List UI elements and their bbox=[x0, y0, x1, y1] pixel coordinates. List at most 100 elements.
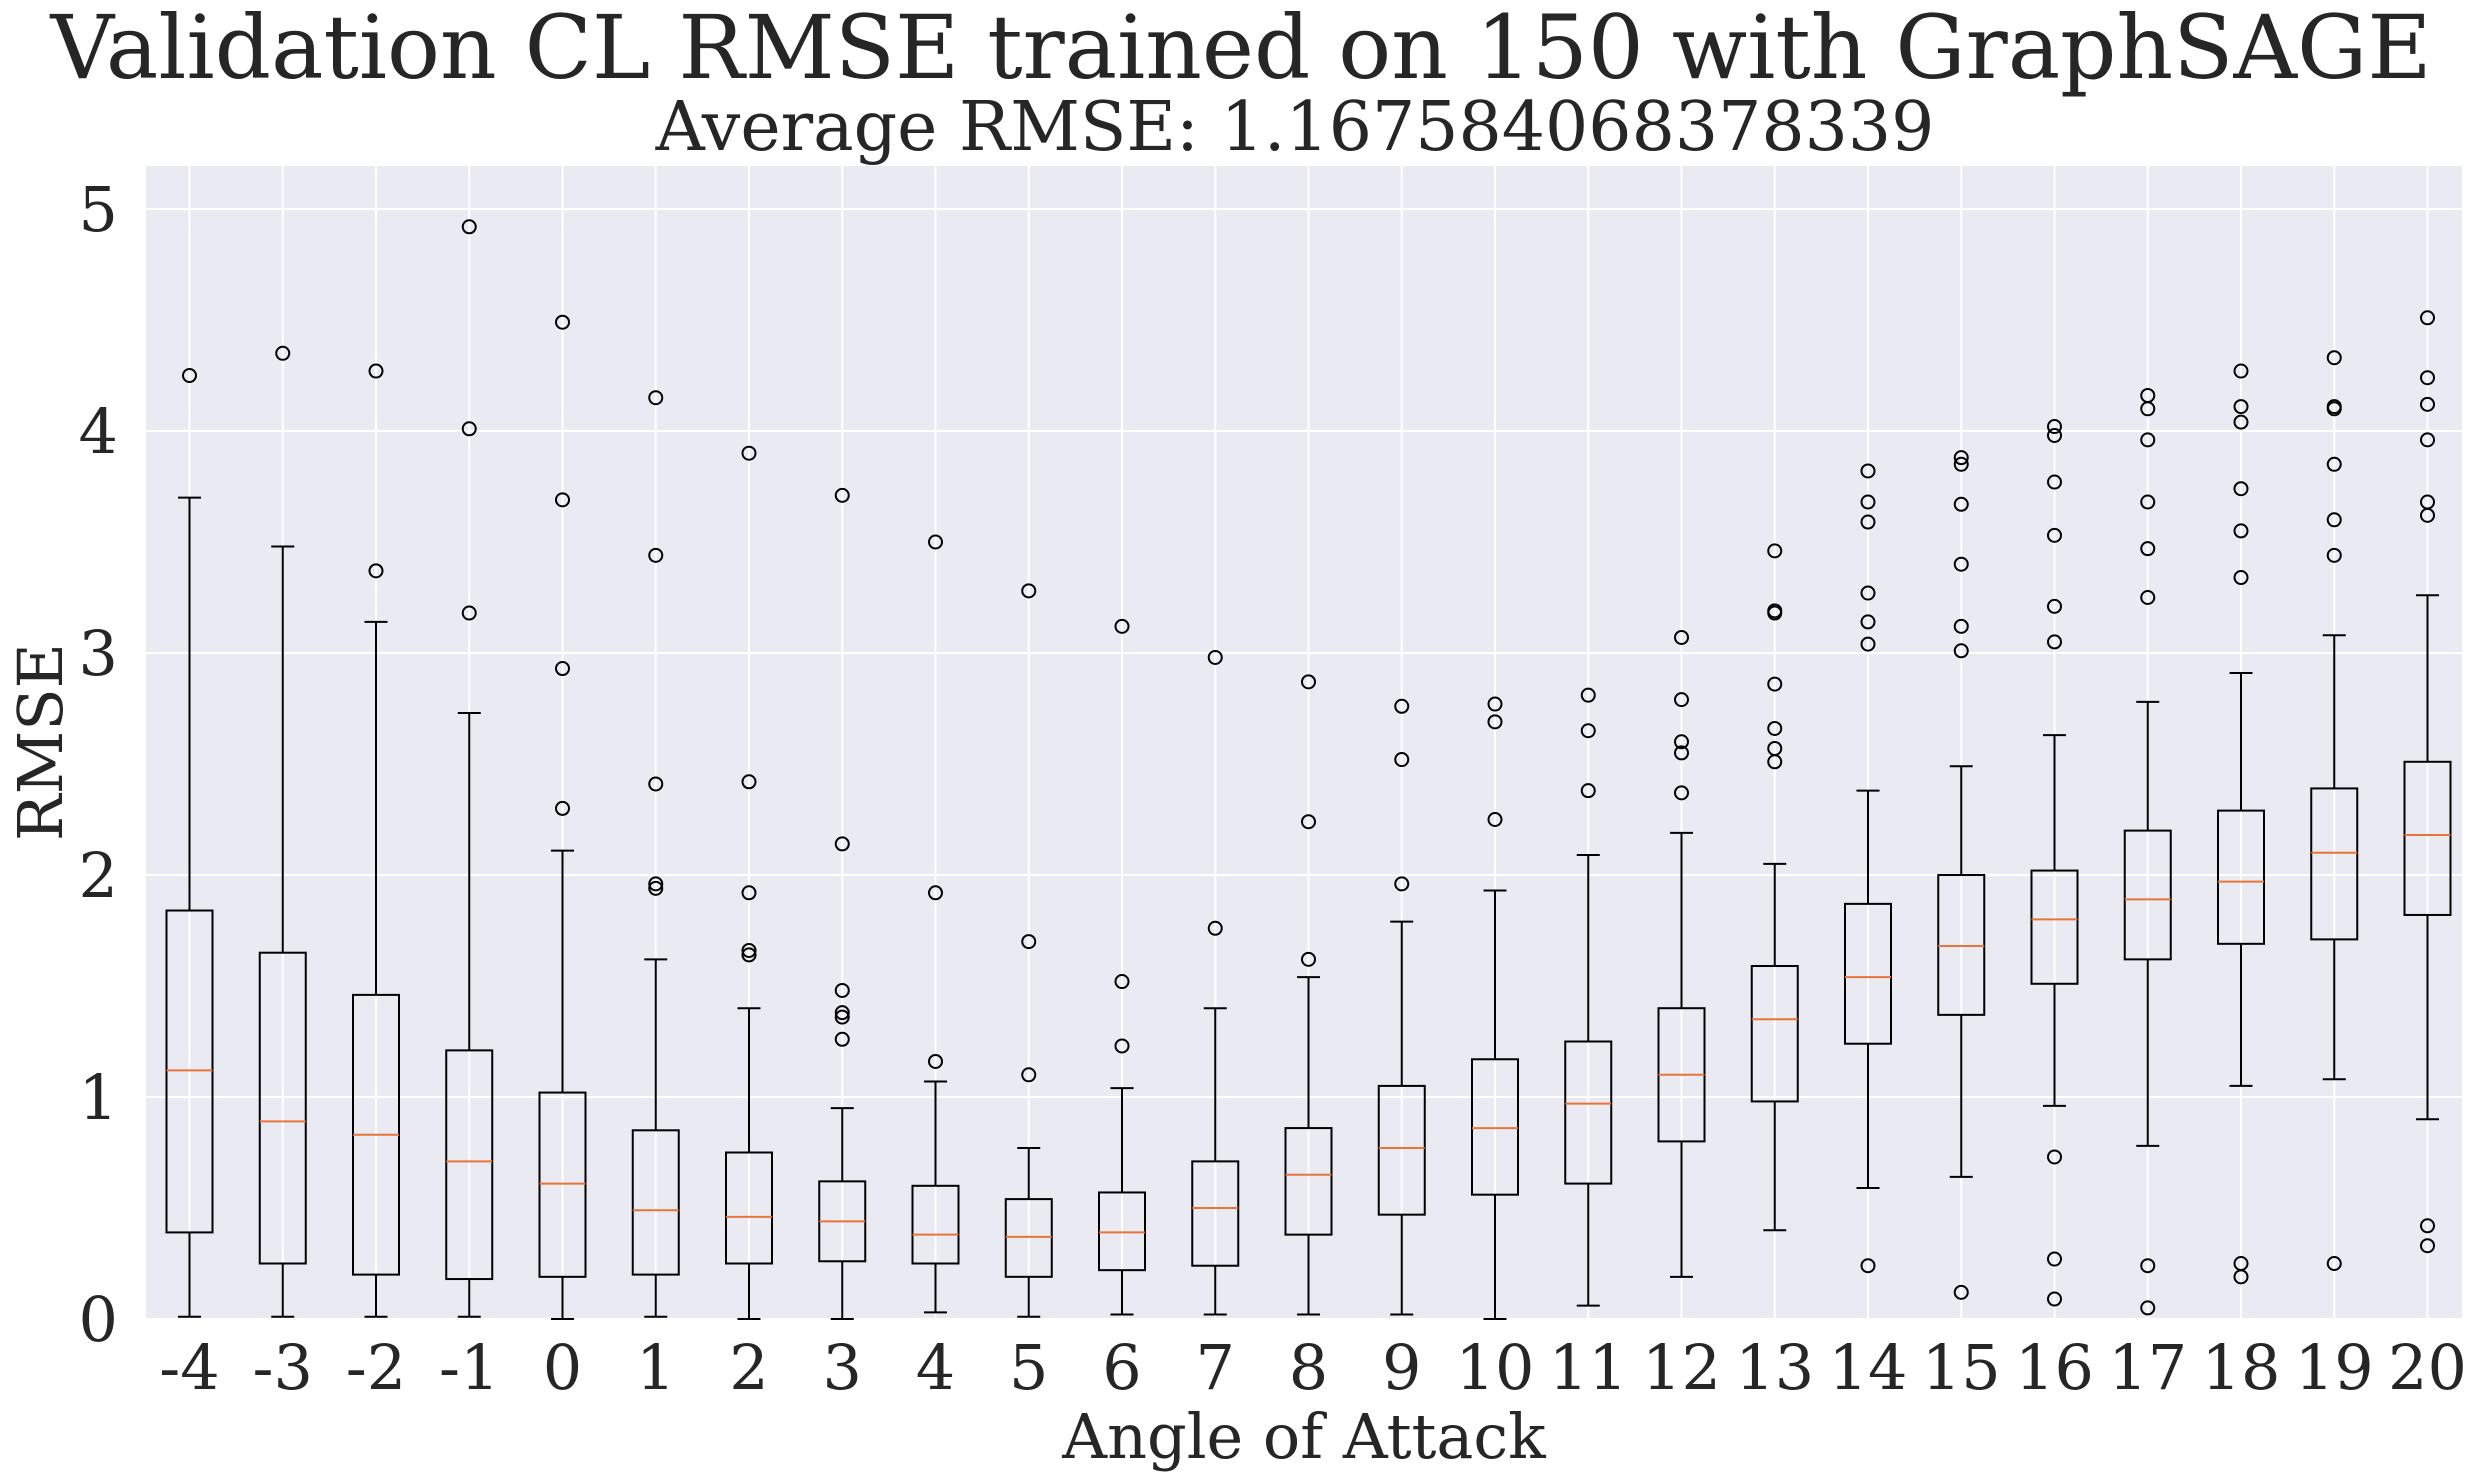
x-tick-label: 8 bbox=[1289, 1331, 1328, 1404]
outlier-point bbox=[2420, 432, 2435, 448]
outlier-point bbox=[834, 836, 850, 852]
box-19 bbox=[2310, 350, 2359, 1271]
outlier-point bbox=[1953, 556, 1969, 572]
outlier-point bbox=[1953, 450, 1969, 466]
outlier-point bbox=[555, 661, 570, 677]
box-15 bbox=[1937, 450, 1986, 1300]
outlier-point bbox=[1860, 1258, 1876, 1274]
outlier-point bbox=[1021, 583, 1037, 599]
outlier-point bbox=[1394, 876, 1410, 892]
outlier-point bbox=[555, 800, 570, 816]
outlier-point bbox=[2047, 1291, 2062, 1307]
iqr-box bbox=[1191, 1160, 1240, 1267]
box-8 bbox=[1284, 674, 1333, 1316]
outlier-point bbox=[2326, 547, 2342, 563]
outlier-point bbox=[1394, 752, 1410, 768]
iqr-box bbox=[1284, 1127, 1333, 1236]
outlier-point bbox=[1301, 951, 1316, 967]
outlier-point bbox=[1487, 812, 1503, 827]
box-6 bbox=[1098, 618, 1146, 1316]
chart-subtitle: Average RMSE: 1.167584068378339 bbox=[655, 88, 1935, 167]
x-tick-label: 5 bbox=[1009, 1331, 1048, 1404]
outlier-point bbox=[1953, 643, 1969, 659]
outlier-point bbox=[648, 776, 664, 792]
outlier-point bbox=[741, 942, 757, 958]
y-tick-labels: 0 1 2 3 4 5 bbox=[79, 173, 118, 1356]
outlier-point bbox=[2047, 427, 2062, 443]
outlier-point bbox=[1767, 543, 1783, 559]
outlier-point bbox=[2326, 456, 2342, 472]
box-3 bbox=[818, 487, 867, 1320]
y-tick-label: 4 bbox=[79, 395, 118, 468]
box-0 bbox=[538, 314, 587, 1320]
iqr-box bbox=[258, 951, 307, 1265]
outlier-point bbox=[2326, 1256, 2342, 1271]
outlier-point bbox=[2420, 494, 2435, 510]
box-11 bbox=[1564, 687, 1613, 1307]
outlier-point bbox=[834, 1005, 850, 1021]
x-tick-label: 17 bbox=[2108, 1331, 2187, 1404]
outlier-point bbox=[2140, 432, 2156, 448]
outlier-point bbox=[2326, 399, 2342, 415]
x-tick-label: -3 bbox=[253, 1331, 313, 1404]
outlier-point bbox=[2233, 399, 2249, 415]
outlier-point bbox=[1114, 1038, 1130, 1054]
outlier-point bbox=[461, 605, 477, 621]
x-tick-label: 13 bbox=[1735, 1331, 1814, 1404]
outlier-point bbox=[834, 1009, 850, 1025]
outlier-point bbox=[1767, 676, 1783, 692]
x-tick-label: 15 bbox=[1922, 1331, 2001, 1404]
outlier-point bbox=[2420, 370, 2435, 386]
outlier-point bbox=[1674, 745, 1689, 761]
outlier-point bbox=[2047, 1251, 2062, 1267]
outlier-point bbox=[1953, 1284, 1969, 1300]
outlier-point bbox=[1301, 674, 1316, 690]
outlier-point bbox=[2140, 387, 2156, 403]
y-tick-label: 0 bbox=[79, 1283, 118, 1356]
box-5 bbox=[1004, 583, 1053, 1318]
outlier-point bbox=[2140, 541, 2156, 557]
outlier-point bbox=[2140, 590, 2156, 605]
box-13 bbox=[1750, 543, 1799, 1232]
outlier-point bbox=[2233, 414, 2249, 430]
box-16 bbox=[2030, 419, 2079, 1307]
outlier-point bbox=[1114, 974, 1130, 990]
outlier-point bbox=[275, 345, 291, 361]
outlier-point bbox=[648, 880, 664, 896]
outlier-point bbox=[1114, 618, 1130, 634]
outlier-point bbox=[2140, 1300, 2156, 1316]
iqr-box bbox=[2217, 809, 2265, 945]
box-17 bbox=[2123, 387, 2172, 1316]
outlier-point bbox=[461, 219, 477, 235]
outlier-point bbox=[834, 982, 850, 998]
iqr-box bbox=[2310, 787, 2359, 941]
y-tick-label: 1 bbox=[79, 1061, 118, 1134]
boxes-layer bbox=[165, 219, 2452, 1320]
outlier-point bbox=[2047, 1149, 2062, 1165]
outlier-point bbox=[648, 390, 664, 406]
outlier-point bbox=[2140, 1258, 2156, 1274]
iqr-box bbox=[1564, 1040, 1613, 1185]
x-tick-labels: -4 -3 -2 -1 0 1 2 3 4 5 6 7 8 9 10 11 12 13 14 15 16 17 18 19 20 bbox=[159, 1331, 2467, 1404]
box-7 bbox=[1191, 649, 1240, 1316]
outlier-point bbox=[741, 947, 757, 963]
outlier-point bbox=[2420, 310, 2435, 326]
iqr-box bbox=[1937, 874, 1986, 1016]
outlier-point bbox=[1860, 514, 1876, 530]
outlier-point bbox=[1953, 456, 1969, 472]
box-10 bbox=[1471, 696, 1519, 1320]
outlier-point bbox=[741, 885, 757, 901]
outlier-point bbox=[1021, 934, 1037, 950]
outlier-point bbox=[1767, 740, 1783, 756]
box-12 bbox=[1657, 629, 1706, 1278]
x-tick-label: 20 bbox=[2388, 1331, 2467, 1404]
x-tick-label: 10 bbox=[1456, 1331, 1535, 1404]
outlier-point bbox=[1860, 614, 1876, 630]
outlier-point bbox=[368, 363, 384, 379]
outlier-point bbox=[1767, 603, 1783, 619]
iqr-box bbox=[911, 1184, 960, 1265]
outlier-point bbox=[2233, 481, 2249, 497]
box-1 bbox=[631, 390, 680, 1318]
x-tick-label: -4 bbox=[159, 1331, 219, 1404]
